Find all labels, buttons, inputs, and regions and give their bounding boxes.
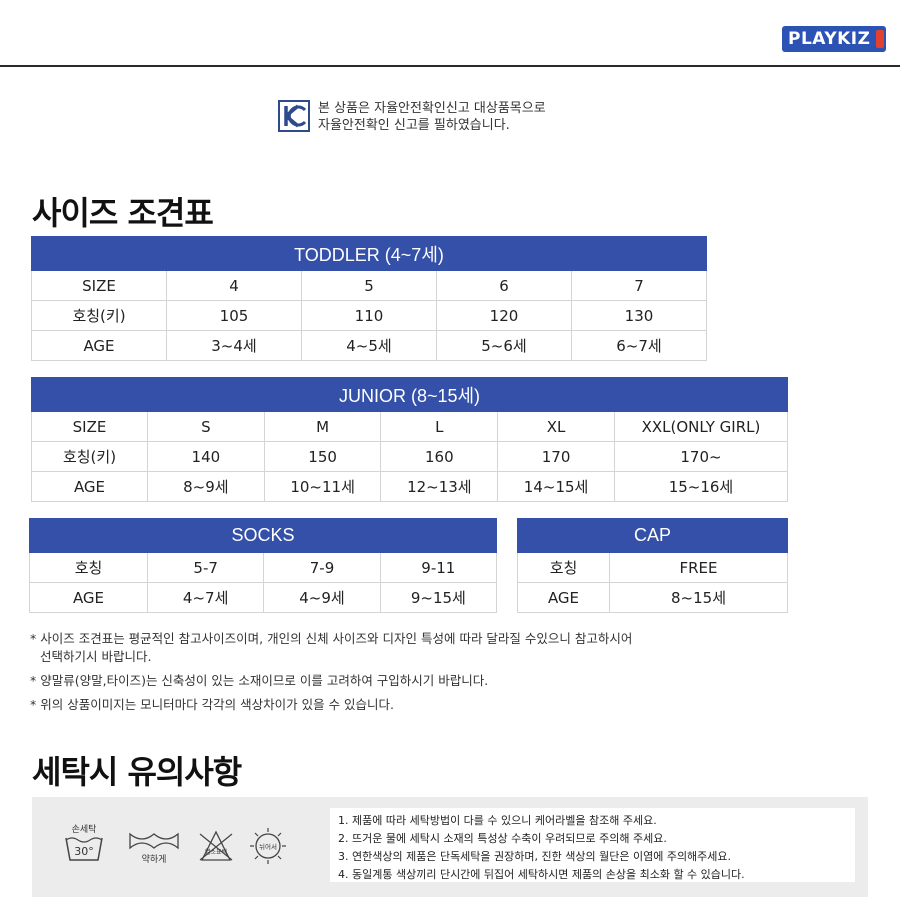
- socks-cell: 9~15세: [379, 582, 498, 613]
- socks-cell: 4~9세: [263, 582, 381, 613]
- junior-row: 호칭(키) 140 150 160 170 170~: [31, 441, 789, 472]
- note-2: * 양말류(양말,타이즈)는 신축성이 있는 소재이므로 이를 고려하여 구입하…: [30, 673, 489, 688]
- toddler-cell: 3~4세: [166, 330, 302, 361]
- kc-notice: 본 상품은 자율안전확인신고 대상품목으로 자율안전확인 신고를 필하였습니다.: [318, 100, 546, 134]
- socks-row: AGE 4~7세 4~9세 9~15세: [29, 582, 498, 613]
- brand-logo: PLAYKIZ: [782, 26, 886, 52]
- toddler-row-label: AGE: [31, 330, 167, 361]
- junior-cell: 150: [263, 441, 382, 472]
- socks-cell: 7-9: [263, 552, 381, 583]
- toddler-row-label: SIZE: [31, 270, 167, 301]
- care-instruction-3: 3. 연한색상의 제품은 단독세탁을 권장하며, 진한 색상의 월단은 이염에 …: [338, 850, 732, 863]
- junior-cell: 140: [147, 441, 265, 472]
- gentle-wring-icon: 약하게: [129, 832, 179, 865]
- cap-table-header: CAP: [517, 518, 788, 553]
- socks-cell: 5-7: [146, 552, 265, 583]
- toddler-size-table: TODDLER (4~7세) SIZE 4 5 6 7 호칭(키) 105 110 120 130…: [31, 236, 707, 361]
- socks-table-header: SOCKS: [29, 518, 497, 553]
- toddler-row: 호칭(키) 105 110 120 130: [31, 300, 707, 331]
- cap-row-label: AGE: [517, 582, 610, 613]
- junior-cell: XL: [497, 411, 615, 442]
- toddler-cell: 7: [571, 270, 707, 301]
- cap-row-label: 호칭: [517, 552, 610, 583]
- junior-size-table: JUNIOR (8~15세) SIZE S M L XL XXL(ONLY GIRL) 호칭…: [31, 377, 789, 502]
- no-bleach-label: 염소표백: [205, 848, 227, 856]
- socks-row: 호칭 5-7 7-9 9-11: [29, 552, 498, 583]
- note-1-line2: 선택하기시 바랍니다.: [40, 649, 152, 664]
- junior-cell: M: [263, 411, 382, 442]
- junior-cell: L: [380, 411, 499, 442]
- note-1: * 사이즈 조견표는 평균적인 참고사이즈이며, 개인의 신체 사이즈와 디자인…: [30, 630, 632, 666]
- toddler-cell: 4: [166, 270, 302, 301]
- toddler-row: AGE 3~4세 4~5세 5~6세 6~7세: [31, 330, 707, 361]
- junior-row: AGE 8~9세 10~11세 12~13세 14~15세 15~16세: [31, 471, 789, 502]
- junior-cell: XXL(ONLY GIRL): [613, 411, 789, 442]
- junior-cell: S: [147, 411, 265, 442]
- toddler-cell: 5~6세: [436, 330, 572, 361]
- junior-row-label: SIZE: [31, 411, 148, 442]
- toddler-cell: 4~5세: [301, 330, 437, 361]
- cap-row: 호칭 FREE: [517, 552, 788, 583]
- hand-wash-label: 손세탁: [72, 823, 97, 835]
- gentle-label: 약하게: [142, 853, 167, 865]
- junior-row: SIZE S M L XL XXL(ONLY GIRL): [31, 411, 789, 442]
- note-1-line1: * 사이즈 조견표는 평균적인 참고사이즈이며, 개인의 신체 사이즈와 디자인…: [30, 631, 633, 646]
- kc-notice-line2: 자율안전확인 신고를 필하였습니다.: [318, 118, 510, 133]
- socks-row-label: AGE: [29, 582, 148, 613]
- care-instruction-2: 2. 뜨거운 물에 세탁시 소재의 특성상 수축이 우려되므로 주의해 주세요.: [338, 832, 667, 845]
- size-notes: * 사이즈 조견표는 평균적인 참고사이즈이며, 개인의 신체 사이즈와 디자인…: [30, 630, 632, 720]
- toddler-table-header: TODDLER (4~7세): [31, 236, 707, 271]
- kc-notice-line1: 본 상품은 자율안전확인신고 대상품목으로: [318, 101, 546, 116]
- dry-flat-icon: 뉘어서: [250, 828, 286, 864]
- toddler-cell: 6: [436, 270, 572, 301]
- junior-cell: 14~15세: [497, 471, 615, 502]
- care-symbols: 손세탁 30° 약하게 염소표백 뉘어서: [65, 823, 286, 865]
- cap-size-table: CAP 호칭 FREE AGE 8~15세: [517, 518, 788, 613]
- hand-wash-temp: 30°: [74, 845, 94, 858]
- junior-row-label: AGE: [31, 471, 148, 502]
- junior-table-header: JUNIOR (8~15세): [31, 377, 788, 412]
- cap-cell: 8~15세: [609, 582, 788, 613]
- junior-cell: 170: [497, 441, 615, 472]
- cap-row: AGE 8~15세: [517, 582, 788, 613]
- cap-cell: FREE: [609, 552, 788, 583]
- toddler-cell: 5: [301, 270, 437, 301]
- junior-cell: 8~9세: [147, 471, 265, 502]
- hand-wash-icon: 손세탁 30°: [65, 823, 103, 861]
- toddler-cell: 110: [301, 300, 437, 331]
- care-instruction-1: 1. 제품에 따라 세탁방법이 다를 수 있으니 케어라벨을 참조해 주세요.: [338, 814, 657, 827]
- care-title: 세탁시 유의사항: [32, 753, 242, 791]
- no-bleach-icon: 염소표백: [199, 830, 233, 861]
- junior-cell: 160: [380, 441, 499, 472]
- care-instructions: 1. 제품에 따라 세탁방법이 다를 수 있으니 케어라벨을 참조해 주세요. …: [330, 808, 855, 882]
- toddler-row: SIZE 4 5 6 7: [31, 270, 707, 301]
- junior-cell: 12~13세: [380, 471, 499, 502]
- toddler-cell: 120: [436, 300, 572, 331]
- kc-certification-icon: [278, 100, 310, 132]
- size-chart-title: 사이즈 조견표: [32, 194, 214, 232]
- toddler-row-label: 호칭(키): [31, 300, 167, 331]
- socks-cell: 9-11: [379, 552, 498, 583]
- brand-logo-text: PLAYKIZ: [788, 29, 871, 49]
- note-3: * 위의 상품이미지는 모니터마다 각각의 색상차이가 있을 수 있습니다.: [30, 697, 395, 712]
- junior-row-label: 호칭(키): [31, 441, 148, 472]
- junior-cell: 15~16세: [613, 471, 789, 502]
- toddler-cell: 105: [166, 300, 302, 331]
- socks-row-label: 호칭: [29, 552, 148, 583]
- junior-cell: 10~11세: [263, 471, 382, 502]
- toddler-cell: 6~7세: [571, 330, 707, 361]
- header-divider: [0, 65, 900, 67]
- toddler-cell: 130: [571, 300, 707, 331]
- socks-cell: 4~7세: [146, 582, 265, 613]
- no-tumble-label: 뉘어서: [259, 842, 277, 851]
- junior-cell: 170~: [613, 441, 789, 472]
- care-instruction-4: 4. 동일계통 색상끼리 단시간에 뒤집어 세탁하시면 제품의 손상을 최소화 …: [338, 868, 745, 881]
- socks-size-table: SOCKS 호칭 5-7 7-9 9-11 AGE 4~7세 4~9세 9~15세: [29, 518, 498, 613]
